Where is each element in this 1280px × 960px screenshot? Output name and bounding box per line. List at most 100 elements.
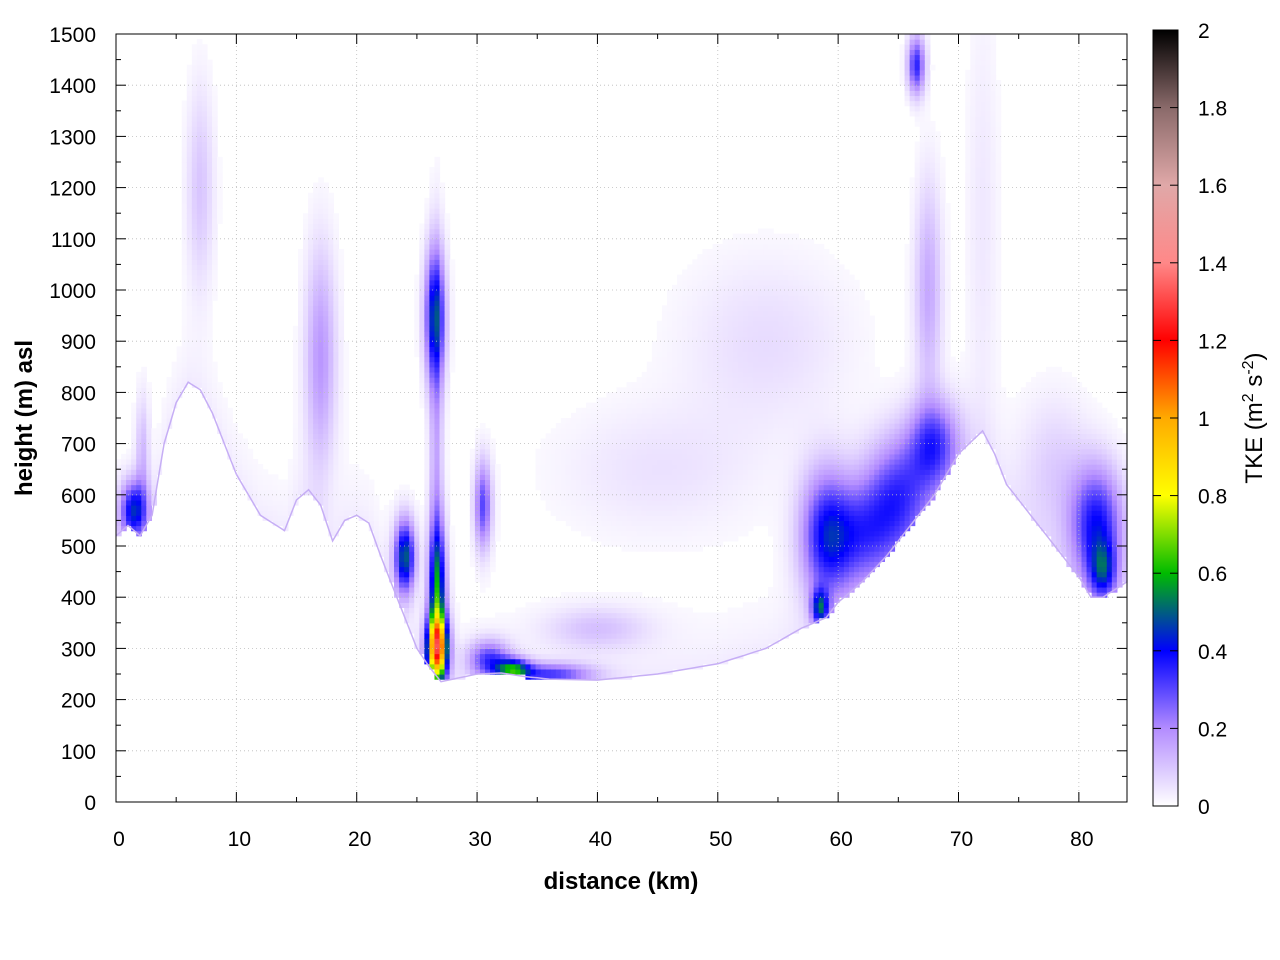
heatmap-cell (121, 510, 127, 516)
heatmap-cell (692, 330, 698, 337)
heatmap-cell (752, 627, 759, 634)
heatmap-cell (479, 546, 486, 552)
heatmap-cell (667, 320, 673, 327)
heatmap-cell (601, 515, 607, 521)
heatmap-cell (308, 330, 314, 337)
heatmap-cell (747, 617, 754, 624)
heatmap-cell (116, 479, 122, 486)
heatmap-cell (186, 197, 193, 204)
heatmap-cell (702, 320, 709, 327)
heatmap-cell (444, 243, 451, 250)
heatmap-cell (555, 622, 562, 629)
heatmap-cell (333, 458, 340, 465)
heatmap-cell (121, 515, 127, 521)
heatmap-cell (651, 648, 658, 655)
heatmap-cell (186, 264, 193, 271)
heatmap-cell (141, 474, 147, 481)
heatmap-cell (576, 592, 582, 598)
heatmap-cell (737, 351, 744, 358)
heatmap-cell (535, 633, 542, 639)
heatmap-cell (490, 479, 496, 486)
heatmap-cell (702, 356, 709, 363)
heatmap-cell (570, 658, 577, 665)
heatmap-cell (651, 397, 658, 404)
heatmap-cell (591, 627, 597, 634)
heatmap-cell (136, 479, 142, 486)
heatmap-cell (611, 494, 618, 501)
heatmap-cell (181, 192, 188, 199)
heatmap-cell (297, 249, 304, 255)
heatmap-cell (191, 213, 198, 219)
heatmap-cell (424, 617, 431, 624)
heatmap-cell (318, 264, 324, 271)
heatmap-cell (490, 525, 496, 532)
heatmap-cell (742, 356, 749, 363)
heatmap-cell (444, 443, 451, 450)
heatmap-cell (191, 254, 198, 260)
heatmap-cell (707, 310, 714, 317)
heatmap-cell (667, 663, 673, 670)
heatmap-cell (586, 407, 592, 414)
heatmap-cell (434, 325, 441, 332)
heatmap-cell (201, 218, 208, 225)
heatmap-cell (732, 505, 739, 511)
heatmap-cell (439, 474, 446, 481)
heatmap-cell (308, 418, 314, 424)
heatmap-cell (687, 284, 693, 291)
heatmap-cell (464, 643, 471, 649)
heatmap-cell (227, 438, 233, 445)
heatmap-cell (651, 510, 658, 516)
heatmap-cell (732, 305, 739, 312)
heatmap-cell (419, 402, 425, 409)
heatmap-cell (495, 520, 501, 527)
heatmap-cell (303, 464, 309, 470)
heatmap-cell (434, 202, 441, 209)
heatmap-cell (186, 223, 193, 230)
heatmap-cell (581, 448, 587, 455)
heatmap-cell (682, 458, 688, 465)
heatmap-cell (727, 325, 734, 332)
heatmap-cell (677, 546, 683, 552)
heatmap-cell (212, 361, 218, 368)
heatmap-cell (540, 474, 547, 481)
heatmap-cell (116, 464, 122, 470)
heatmap-cell (338, 499, 345, 506)
heatmap-cell (206, 69, 213, 76)
heatmap-cell (191, 100, 198, 107)
heatmap-cell (424, 274, 431, 281)
heatmap-cell (313, 325, 319, 332)
heatmap-cell (752, 448, 759, 455)
heatmap-cell (141, 418, 147, 424)
heatmap-cell (424, 218, 431, 225)
heatmap-cell (752, 412, 759, 419)
heatmap-cell (419, 223, 425, 230)
heatmap-cell (520, 643, 527, 649)
heatmap-cell (206, 218, 213, 225)
heatmap-cell (449, 330, 456, 337)
heatmap-cell (641, 469, 648, 475)
heatmap-cell (449, 571, 456, 578)
heatmap-cell (712, 520, 719, 527)
heatmap-cell (212, 192, 218, 199)
heatmap-cell (560, 489, 567, 496)
heatmap-cell (414, 346, 420, 353)
heatmap-cell (449, 597, 456, 603)
heatmap-cell (176, 387, 183, 393)
heatmap-cell (732, 351, 739, 358)
heatmap-cell (636, 546, 643, 552)
heatmap-cell (191, 366, 198, 373)
heatmap-cell (697, 458, 703, 465)
heatmap-cell (591, 458, 597, 465)
heatmap-cell (545, 622, 552, 629)
heatmap-cell (212, 284, 218, 291)
heatmap-cell (196, 74, 203, 81)
heatmap-cell (596, 617, 602, 624)
heatmap-cell (717, 336, 724, 342)
heatmap-cell (672, 612, 678, 619)
heatmap-cell (692, 438, 698, 445)
heatmap-cell (333, 392, 340, 399)
heatmap-cell (727, 433, 734, 440)
heatmap-cell (702, 474, 709, 481)
heatmap-cell (631, 407, 638, 414)
heatmap-cell (166, 402, 173, 409)
